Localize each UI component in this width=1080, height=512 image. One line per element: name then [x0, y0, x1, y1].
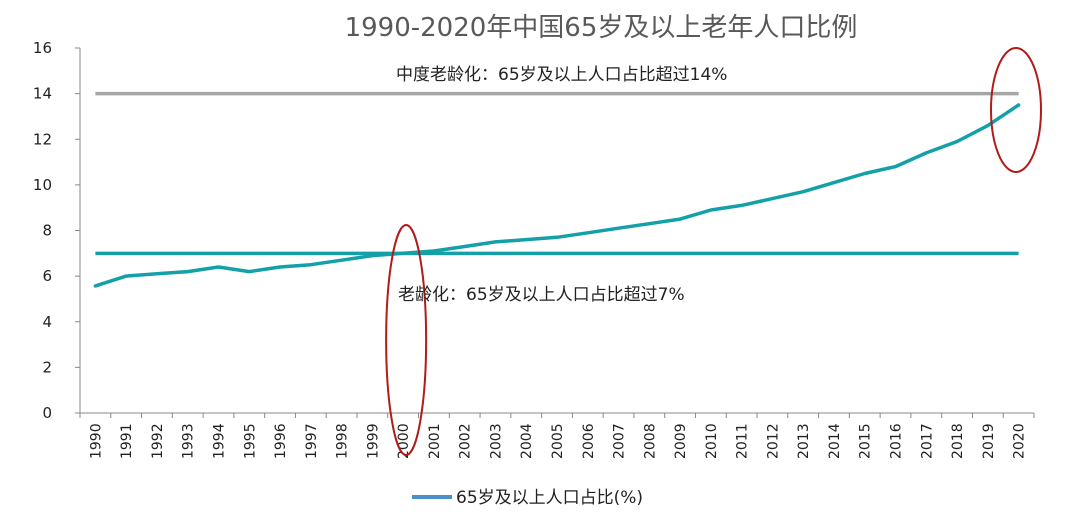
x-tick-label: 2016 [889, 423, 905, 459]
y-tick-label: 14 [33, 85, 52, 103]
x-tick-label: 2014 [827, 423, 843, 459]
x-tick-label: 2001 [427, 423, 443, 459]
x-tick-label: 2013 [796, 423, 812, 459]
x-tick-label: 2015 [858, 423, 874, 459]
x-tick-label: 2002 [458, 423, 474, 459]
y-tick-label: 4 [42, 313, 52, 331]
y-tick-label: 6 [42, 267, 52, 285]
x-tick-label: 2012 [765, 423, 781, 459]
highlight-ellipse-2000 [385, 224, 428, 456]
x-tick-label: 1995 [242, 423, 258, 459]
x-tick-label: 1992 [150, 423, 166, 459]
y-tick-label: 0 [42, 404, 52, 422]
x-tick-label: 2020 [1012, 423, 1028, 459]
highlight-ellipses [385, 47, 1042, 456]
x-tick-label: 2009 [673, 423, 689, 459]
x-tick-label: 1991 [119, 423, 135, 459]
axes: 0 2 4 6 8 10 12 14 16 1990 1991 1992 1993 1994 1995 199… [33, 39, 1035, 459]
y-tick-label: 12 [33, 130, 52, 148]
chart-title: 1990-2020年中国65岁及以上老年人口比例 [345, 13, 858, 43]
x-tick-label: 2018 [950, 423, 966, 459]
x-tick-label: 2004 [519, 423, 535, 459]
x-tick-label: 2011 [735, 423, 751, 459]
series-line [93, 103, 1021, 288]
x-tick-label: 1994 [211, 423, 227, 459]
annotation-aging: 老龄化：65岁及以上人口占比超过7% [398, 285, 685, 305]
y-tick-label: 10 [33, 176, 52, 194]
x-tick-label: 1990 [88, 423, 104, 459]
x-tick-label: 2003 [488, 423, 504, 459]
y-tick-label: 2 [42, 358, 52, 376]
annotation-moderate-aging: 中度老龄化：65岁及以上人口占比超过14% [396, 65, 727, 85]
annotations: 中度老龄化：65岁及以上人口占比超过14% 老龄化：65岁及以上人口占比超过7% [396, 65, 727, 305]
x-tick-label: 2017 [919, 423, 935, 459]
highlight-ellipse-2020 [990, 47, 1042, 173]
series-lines [93, 103, 1021, 288]
x-tick-label: 2006 [581, 423, 597, 459]
x-tick-label: 2007 [612, 423, 628, 459]
y-tick-label: 16 [33, 39, 52, 57]
x-tick-label: 2019 [981, 423, 997, 459]
x-tick-label: 2005 [550, 423, 566, 459]
x-tick-label: 1996 [273, 423, 289, 459]
x-tick-label: 1999 [365, 423, 381, 459]
x-tick-label: 2008 [642, 423, 658, 459]
y-tick-label: 8 [42, 222, 52, 240]
x-tick-label: 1998 [335, 423, 351, 459]
x-tick-label: 1997 [304, 423, 320, 459]
x-tick-label: 1993 [181, 423, 197, 459]
x-tick-label: 2010 [704, 423, 720, 459]
reference-lines [95, 91, 1019, 256]
legend: 65岁及以上人口占比(%) [412, 488, 643, 508]
legend-label: 65岁及以上人口占比(%) [456, 488, 643, 508]
